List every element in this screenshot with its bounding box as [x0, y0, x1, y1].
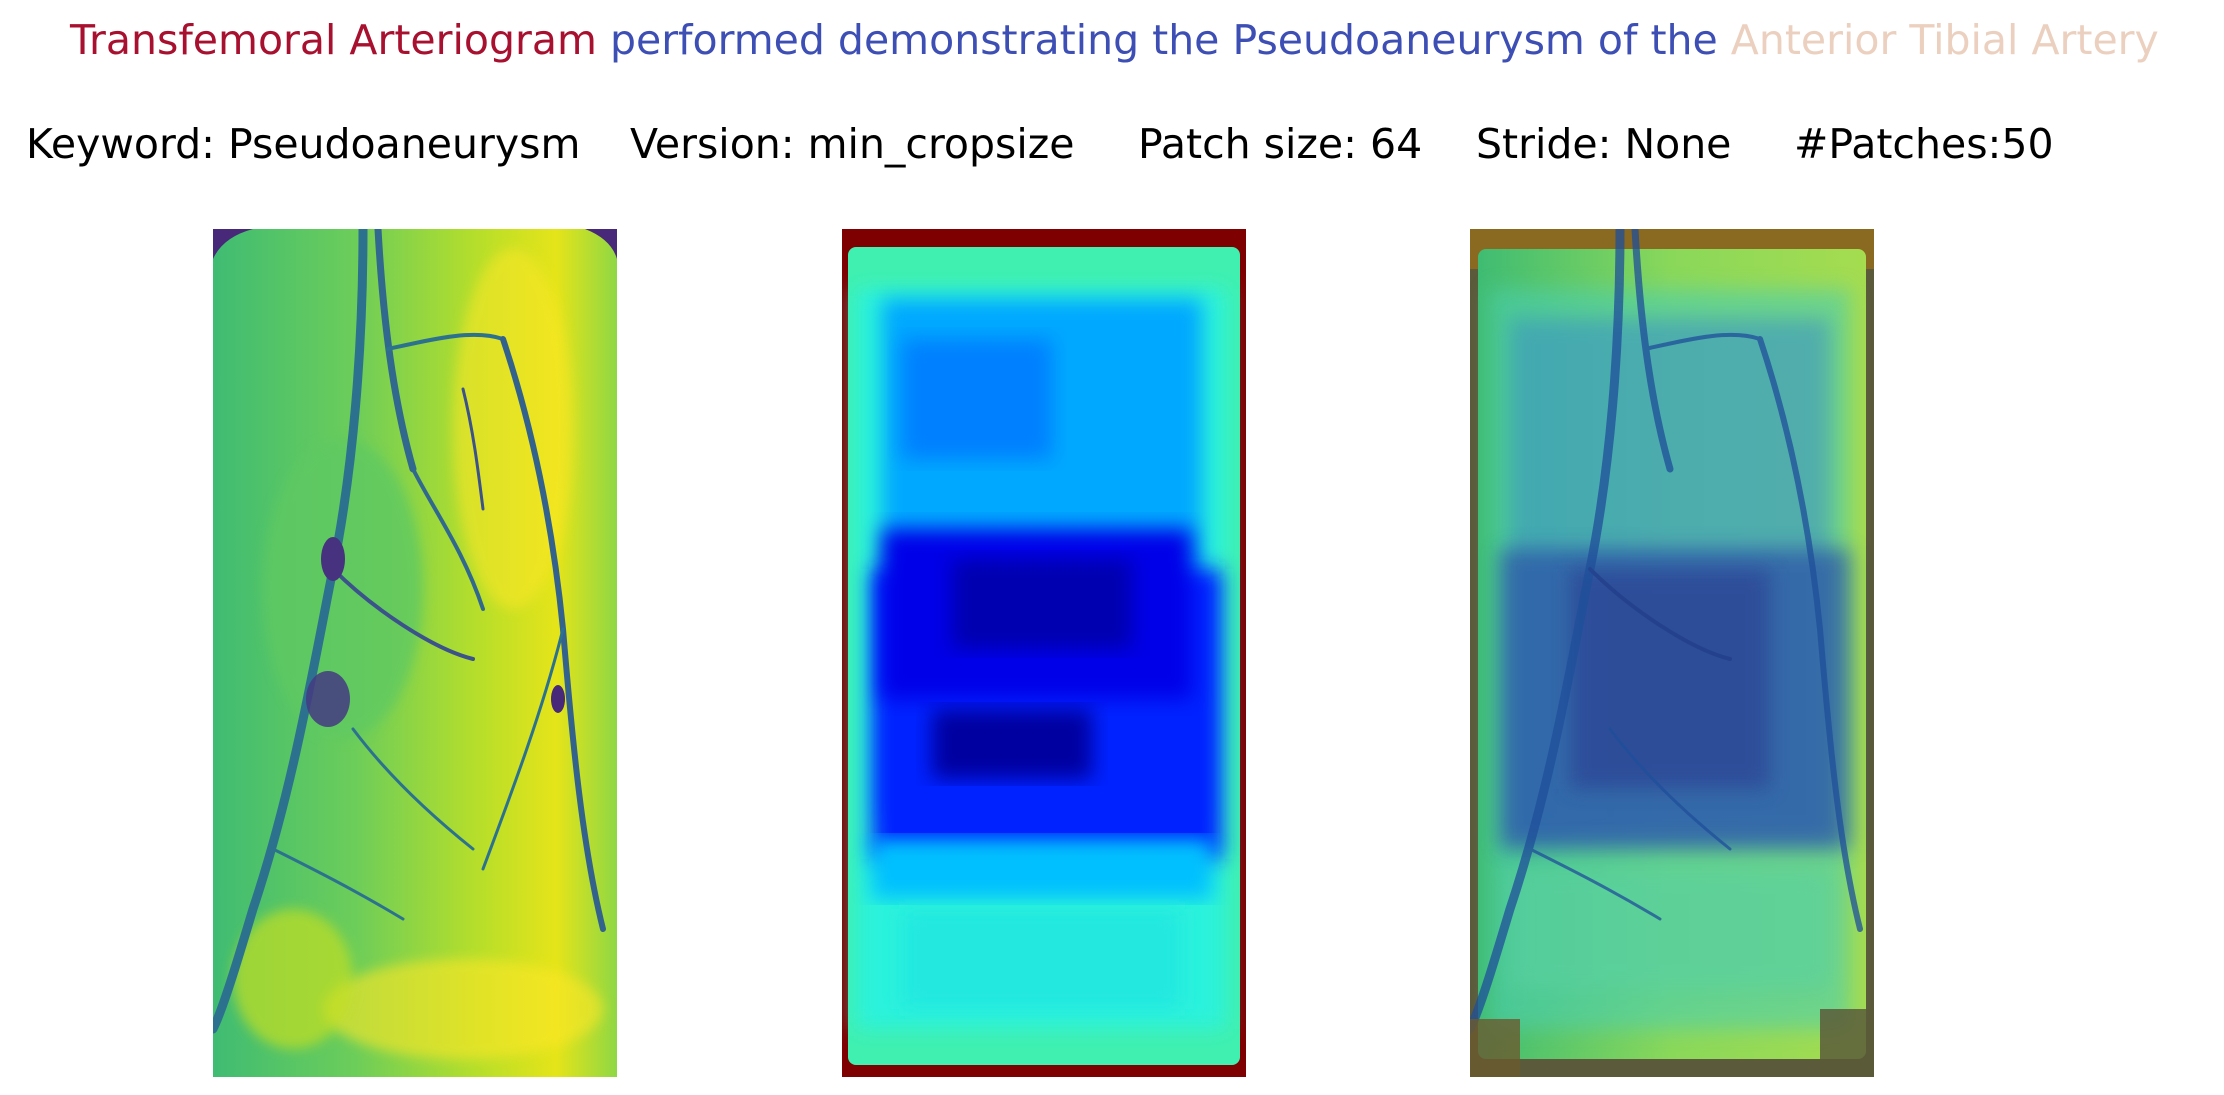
caption-segment-3: Anterior Tibial Artery: [1730, 16, 2159, 64]
caption-segment-1: Transfemoral Arteriogram: [70, 16, 597, 64]
version-label: Version: min_cropsize: [630, 120, 1075, 168]
stride-label: Stride: None: [1476, 120, 1732, 168]
caption: Transfemoral Arteriogram performed demon…: [70, 16, 2159, 64]
heatmap-panel: [842, 229, 1246, 1077]
caption-segment-2: performed demonstrating the Pseudoaneury…: [596, 16, 1731, 64]
patch-size-label: Patch size: 64: [1138, 120, 1423, 168]
heatmap-image: [842, 229, 1246, 1077]
overlay-panel: [1470, 229, 1874, 1077]
patches-label: #Patches:50: [1794, 120, 2054, 168]
keyword-label: Keyword: Pseudoaneurysm: [26, 120, 581, 168]
original-image-panel: [213, 229, 617, 1077]
overlay-image: [1470, 229, 1874, 1077]
original-image: [213, 229, 617, 1077]
